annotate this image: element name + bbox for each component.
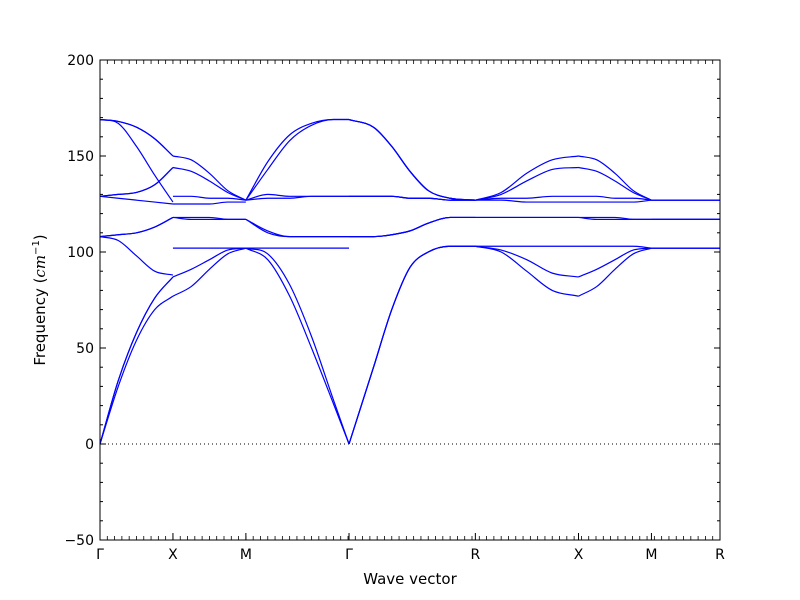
band-line-seg4-b7 [475,155,579,201]
x-tick-label: R [715,547,725,563]
band-line-seg5-b5 [578,199,652,203]
band-line-seg4-b6 [475,166,579,201]
plot-frame [99,59,721,541]
band-line-seg2-b8 [245,195,350,201]
y-axis-label-main: Frequency ( [31,278,49,366]
band-line-seg0-b11 [99,118,174,157]
band-line-seg1-b0 [172,247,247,297]
band-line-seg4-b5 [475,199,579,203]
x-tick-label: M [240,547,252,563]
y-tick-label: −50 [64,533,94,549]
band-line-seg5-b4 [578,216,652,220]
band-line-seg3-b8 [348,118,476,201]
y-tick-label: 0 [85,437,94,453]
band-line-seg0-b0 [99,295,174,445]
y-tick-label: 150 [67,149,94,165]
band-line-seg0-b6 [99,195,174,205]
band-line-seg0-b3 [99,236,174,276]
band-line-seg4-b1 [475,245,579,278]
band-line-seg3-b5 [349,216,476,238]
band-line-seg5-b1 [578,247,652,278]
band-line-seg1-b8 [172,195,246,201]
band-line-seg5-b8 [578,195,652,201]
band-line-seg5-b7 [578,155,652,201]
dispersion-curves [99,118,720,445]
band-line-seg0-b8 [99,167,174,197]
y-axis-label: Frequency (cm−1) [31,234,49,365]
band-line-seg0-b2 [99,276,174,445]
band-line-seg2-b7 [245,118,350,201]
y-tick-label: 200 [67,53,94,69]
x-tick-label: X [168,547,178,563]
plot-background [100,60,720,540]
band-line-seg1-b4 [172,216,246,220]
x-tick-label: Γ [345,547,353,563]
x-tick-label: R [470,547,480,563]
band-line-seg5-b2 [578,245,652,249]
y-axis-label-unit: cm [31,255,49,278]
x-tick-label: X [574,547,584,563]
y-tick-label: 100 [67,245,94,261]
band-line-seg4-b8 [475,195,579,201]
band-line-seg5-b0 [578,247,652,297]
band-line-seg3-b11 [349,195,476,201]
y-tick-label: 50 [76,341,94,357]
y-axis: −50 0 50 100 150 200 [64,53,720,549]
band-line-seg2-b1 [245,247,350,445]
band-line-seg3-b2 [348,245,476,445]
x-tick-label: Γ [96,547,104,563]
band-line-seg2-b4 [245,218,350,238]
band-line-seg1-b1 [172,247,246,278]
band-line-seg5-b6 [578,166,652,201]
x-tick-label: M [645,547,657,563]
band-line-seg4-b0 [475,245,579,297]
band-line-seg0-b5 [99,216,174,238]
band-line-seg1-b5 [172,201,246,205]
band-line-seg1-b7 [172,155,247,201]
y-axis-label-close: ) [31,234,49,240]
band-line-seg1-b6 [172,166,247,201]
y-axis-label-exponent: −1 [31,240,42,255]
band-line-seg2-b0 [245,247,350,445]
x-axis-label: Wave vector [363,570,457,588]
